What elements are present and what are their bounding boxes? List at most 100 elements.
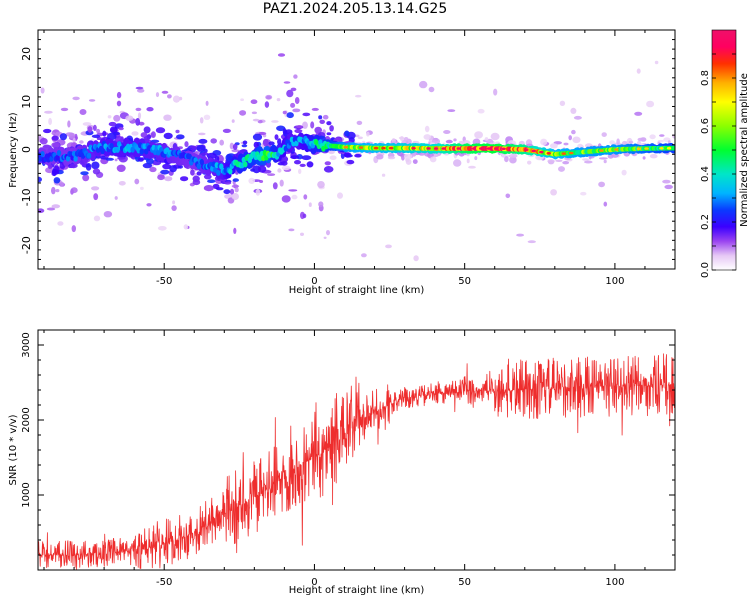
spectrogram-noise-blob [584, 160, 593, 164]
spectrogram-noise-blob [598, 181, 605, 188]
spectrogram-cluster-blob [180, 176, 189, 182]
spectrogram-ridge-hotspot [561, 152, 566, 155]
spectrogram-noise-blob [550, 189, 557, 196]
spectrogram-cluster-blob [53, 177, 61, 184]
spectrogram-noise-blob [135, 107, 142, 112]
spectrogram-noise-blob [563, 142, 569, 146]
spectrogram-cluster-blob [118, 127, 124, 131]
spectrogram-cluster-blob [176, 134, 185, 140]
spectrogram-noise-blob [597, 23, 600, 28]
spectrogram-cluster-blob [326, 121, 332, 126]
spectrogram-y-tick-label: -20 [20, 236, 33, 254]
spectrogram-noise-blob [505, 193, 511, 199]
spectrogram-cluster-blob [38, 176, 42, 183]
spectrogram-noise-blob [466, 158, 470, 164]
spectrogram-noise-blob [67, 120, 71, 128]
spectrogram-cluster-blob [114, 136, 124, 143]
spectrogram-cluster-blob [137, 157, 144, 162]
spectrogram-noise-blob [300, 232, 304, 236]
spectrogram-noise-blob [282, 110, 287, 115]
spectrogram-noise-blob [667, 140, 671, 144]
spectrogram-ridge-core [65, 155, 71, 162]
spectrogram-cluster-blob [301, 155, 312, 161]
spectrogram-noise-blob [326, 230, 330, 236]
spectrogram-ridge-hotspot [659, 147, 664, 150]
spectrogram-cluster-blob [290, 155, 300, 160]
spectrogram-cluster-blob [198, 138, 208, 144]
spectrogram-noise-blob [474, 156, 478, 161]
spectrogram-cluster-blob [117, 156, 126, 160]
spectrogram-frame [37, 29, 676, 270]
spectrogram-cluster-blob [92, 168, 101, 175]
spectrogram-cluster-blob [257, 165, 267, 173]
spectrogram-noise-blob [607, 154, 614, 159]
spectrogram-noise-blob [293, 74, 298, 79]
spectrogram-noise-blob [252, 118, 260, 122]
spectrogram-cluster-blob [59, 133, 67, 141]
spectrogram-noise-blob [562, 161, 570, 165]
spectrogram-noise-blob [570, 107, 577, 114]
spectrogram-noise-blob [468, 165, 476, 169]
spectrogram-noise-blob [279, 179, 284, 187]
spectrogram-noise-blob [490, 132, 500, 141]
spectrogram-noise-blob [68, 132, 76, 139]
spectrogram-ridge-core [258, 155, 263, 162]
snr-axes: -50 0 50 100 1000 2000 3000 [21, 329, 676, 588]
spectrogram-cluster-blob [39, 137, 48, 145]
spectrogram-noise-blob [424, 125, 430, 133]
spectrogram-ridge-hotspot [494, 147, 499, 150]
spectrogram-ridge-hotspot [614, 148, 619, 151]
spectrogram-ridge-hotspot [636, 147, 642, 150]
spectrogram-noise-blob [366, 131, 370, 137]
spectrogram-noise-blob [205, 100, 209, 106]
spectrogram-noise-blob [573, 115, 582, 120]
spectrogram-noise-blob [659, 134, 665, 137]
spectrogram-cluster-blob [200, 152, 210, 156]
spectrogram-noise-blob [107, 115, 112, 119]
spectrogram-cluster-blob [344, 130, 350, 137]
spectrogram-noise-blob [447, 109, 456, 112]
spectrogram-ridge-core [294, 140, 299, 147]
spectrogram-ridge-hotspot [666, 146, 672, 150]
spectrogram-ridge-hotspot [486, 147, 491, 150]
colorbar-tick-label: 0.6 [700, 118, 711, 134]
spectrogram-noise-blob [603, 201, 608, 207]
spectrogram-noise-blob [46, 207, 56, 211]
spectrogram-ridge-hotspot [569, 151, 574, 155]
spectrogram-cluster-blob [163, 132, 173, 140]
snr-x-tick-label: 50 [458, 577, 471, 588]
spectrogram-noise-blob [550, 143, 558, 149]
spectrogram-cluster-blob [252, 133, 263, 141]
spectrogram-noise-blob [662, 179, 671, 184]
spectrogram-ridge-core [86, 152, 92, 159]
spectrogram-ridge-core [144, 148, 149, 155]
spectrogram-ridge-hotspot [388, 146, 394, 150]
spectrogram-noise-blob [484, 137, 489, 141]
spectrogram-ridge-hotspot [426, 147, 431, 150]
spectrogram-noise-blob [134, 178, 140, 185]
spectrogram-ridge-core [196, 163, 201, 170]
spectrogram-noise-blob [290, 102, 296, 108]
spectrogram-noise-blob [571, 129, 576, 135]
spectrogram-noise-blob [146, 203, 152, 207]
spectrogram-noise-blob [276, 98, 281, 102]
spectrogram-noise-blob [114, 158, 118, 162]
spectrogram-noise-blob [131, 131, 139, 136]
spectrogram-noise-blob [116, 100, 122, 107]
snr-x-tick-label: 100 [605, 577, 624, 588]
spectrogram-cluster-blob [295, 125, 304, 129]
spectrogram-noise-blob [257, 119, 263, 124]
spectrogram-noise-blob [116, 91, 122, 99]
spectrogram-noise-blob [231, 193, 239, 200]
spectrogram-noise-blob [582, 158, 589, 161]
spectrogram-cluster-blob [51, 135, 59, 141]
spectrogram-cluster-blob [52, 169, 60, 175]
spectrogram-cluster-blob [329, 125, 334, 132]
spectrogram-cluster-blob [91, 161, 100, 170]
spectrogram-noise-blob [403, 137, 409, 142]
spectrogram-y-tick-label: 10 [20, 95, 33, 109]
spectrogram-noise-blob [428, 86, 435, 93]
spectrogram-noise-blob [298, 168, 302, 174]
snr-x-tick-label: 0 [311, 577, 317, 588]
spectrogram-noise-blob [172, 200, 176, 205]
